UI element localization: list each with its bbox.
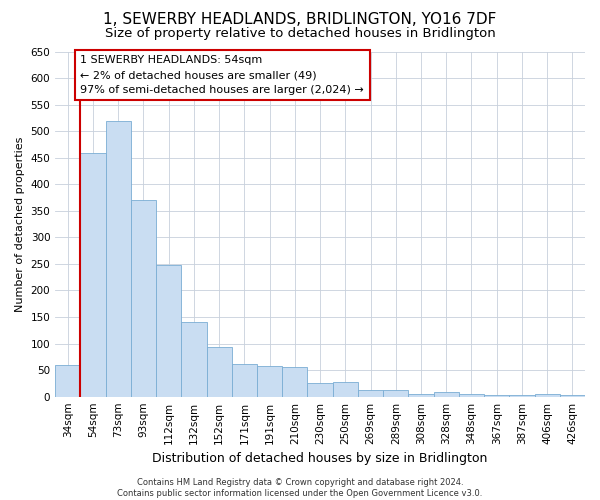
Bar <box>206 348 232 397</box>
Bar <box>383 390 409 396</box>
X-axis label: Distribution of detached houses by size in Bridlington: Distribution of detached houses by size … <box>152 452 488 465</box>
Bar <box>106 120 131 396</box>
Bar <box>282 368 307 396</box>
Bar <box>484 394 509 396</box>
Bar <box>409 394 434 396</box>
Text: Size of property relative to detached houses in Bridlington: Size of property relative to detached ho… <box>104 28 496 40</box>
Bar <box>434 392 459 396</box>
Text: 1 SEWERBY HEADLANDS: 54sqm
← 2% of detached houses are smaller (49)
97% of semi-: 1 SEWERBY HEADLANDS: 54sqm ← 2% of detac… <box>80 55 364 95</box>
Bar <box>332 382 358 396</box>
Bar <box>80 154 106 396</box>
Text: Contains HM Land Registry data © Crown copyright and database right 2024.
Contai: Contains HM Land Registry data © Crown c… <box>118 478 482 498</box>
Bar <box>307 384 332 396</box>
Bar <box>358 390 383 396</box>
Bar <box>55 365 80 396</box>
Bar <box>257 366 282 396</box>
Bar <box>509 395 535 396</box>
Bar <box>232 364 257 396</box>
Bar <box>560 395 585 396</box>
Bar <box>156 265 181 396</box>
Y-axis label: Number of detached properties: Number of detached properties <box>15 136 25 312</box>
Text: 1, SEWERBY HEADLANDS, BRIDLINGTON, YO16 7DF: 1, SEWERBY HEADLANDS, BRIDLINGTON, YO16 … <box>103 12 497 28</box>
Bar <box>535 394 560 396</box>
Bar <box>181 322 206 396</box>
Bar <box>459 394 484 396</box>
Bar <box>131 200 156 396</box>
